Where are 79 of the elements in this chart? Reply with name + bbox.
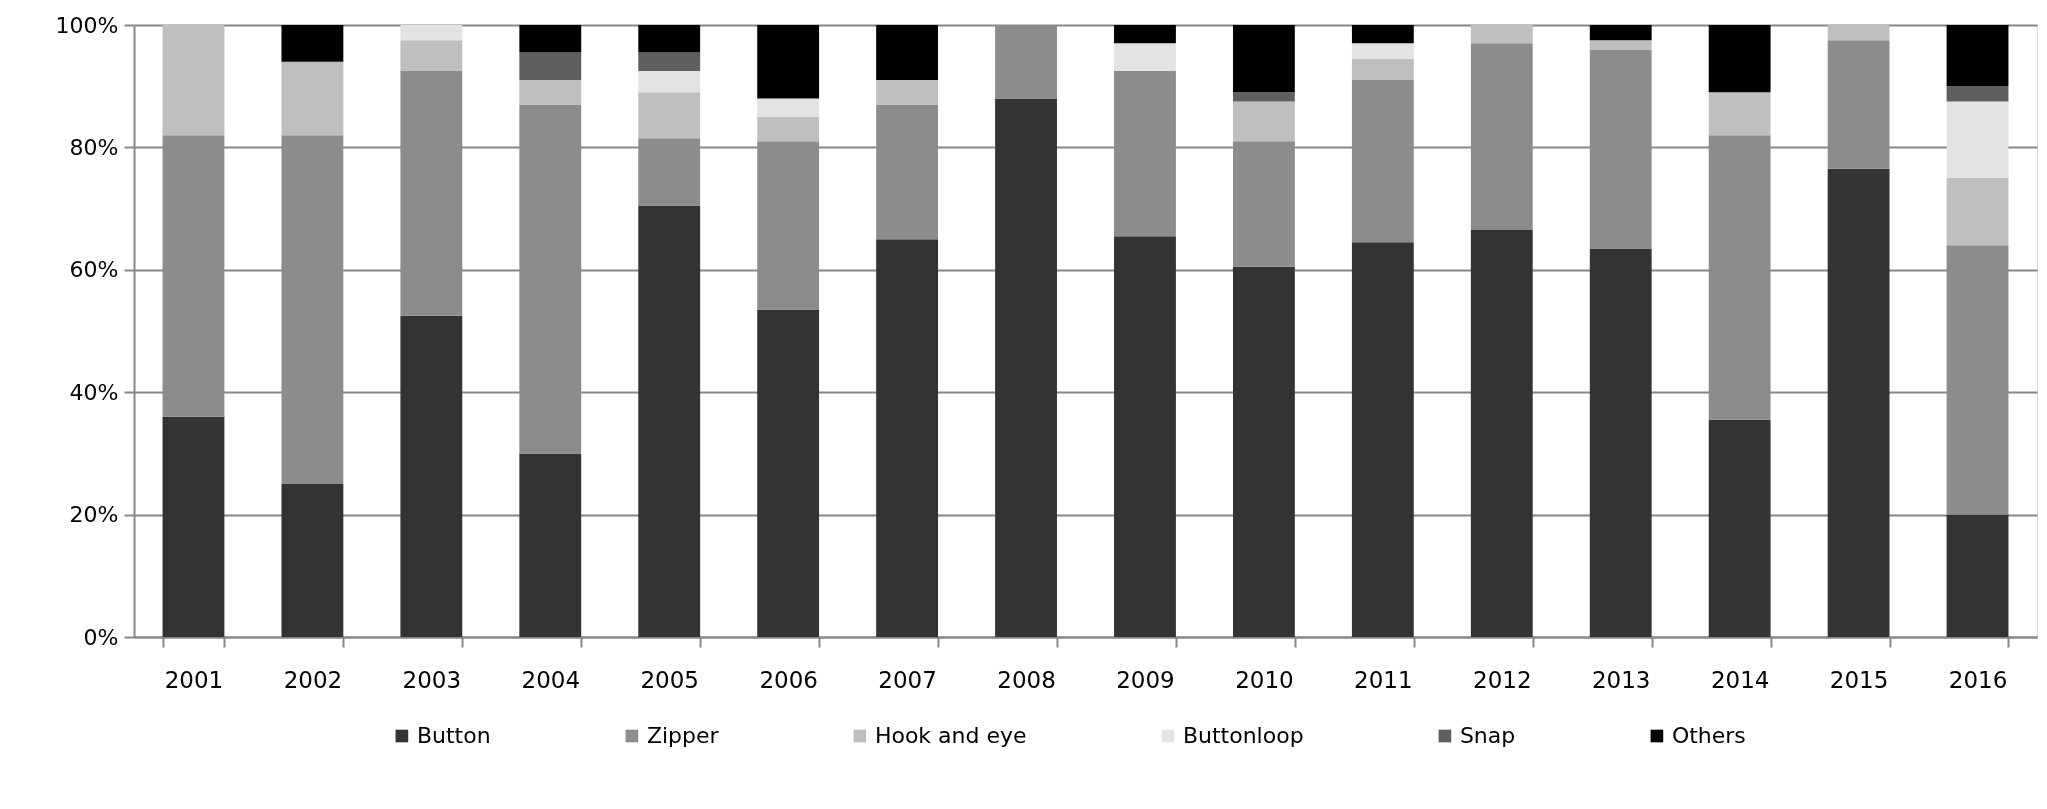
bar	[995, 98, 1057, 637]
bar	[757, 98, 820, 117]
x-tick-label: 2013	[1591, 666, 1651, 693]
x-tick-label: 2012	[1473, 666, 1532, 693]
bar	[281, 25, 344, 62]
bar	[400, 315, 463, 637]
bar	[1946, 101, 2009, 178]
bar	[1114, 25, 1176, 44]
x-tick-label: 2016	[1948, 666, 2008, 693]
x-tick-label: 2004	[521, 666, 581, 693]
bar	[1827, 168, 1890, 637]
bar	[1946, 25, 2009, 87]
y-tick-label: 0%	[83, 624, 119, 650]
bar	[1946, 178, 2009, 246]
bar	[400, 25, 463, 41]
bar	[1232, 101, 1295, 142]
bar	[638, 25, 701, 53]
legend-label: Zipper	[646, 723, 720, 748]
x-tick-label: 2007	[878, 666, 937, 693]
bar	[1946, 86, 2009, 102]
legend-label: Button	[416, 723, 491, 748]
x-tick-label: 2011	[1354, 666, 1413, 693]
bar	[162, 416, 225, 637]
x-tick-label: 2015	[1829, 666, 1889, 693]
bar	[757, 309, 820, 637]
bar	[1351, 25, 1414, 44]
x-tick-label: 2010	[1235, 666, 1294, 693]
x-tick-label: 2003	[402, 666, 462, 693]
y-tick-label: 60%	[69, 257, 119, 283]
bar	[638, 205, 701, 637]
bar	[1708, 25, 1771, 93]
bar	[1589, 248, 1652, 637]
y-tick-label: 100%	[55, 12, 119, 38]
bar	[519, 453, 582, 637]
bar	[1946, 514, 2009, 637]
bar	[1232, 266, 1295, 637]
legend-label: Buttonloop	[1182, 723, 1304, 748]
x-tick-label: 2014	[1710, 666, 1770, 693]
bar	[1708, 419, 1771, 637]
bar	[1114, 43, 1176, 71]
x-tick-label: 2002	[283, 666, 343, 693]
bar	[876, 80, 939, 105]
bar	[1589, 40, 1652, 50]
bar	[757, 25, 820, 99]
y-tick-label: 20%	[69, 502, 119, 528]
bar	[876, 239, 939, 637]
y-tick-label: 40%	[69, 379, 119, 405]
legend-label: Others	[1671, 723, 1746, 748]
bar	[519, 80, 582, 105]
y-tick-label: 80%	[69, 134, 119, 160]
bar	[281, 484, 344, 637]
bar	[876, 25, 939, 81]
bar	[638, 92, 701, 139]
x-tick-label: 2006	[759, 666, 818, 693]
bar	[1114, 236, 1176, 637]
x-tick-label: 2005	[640, 666, 699, 693]
bar	[281, 61, 344, 136]
bar	[1589, 25, 1652, 41]
bar	[519, 25, 582, 53]
bar	[400, 40, 463, 71]
bar	[1827, 25, 1890, 41]
bar	[638, 52, 701, 71]
bar	[1351, 43, 1414, 59]
bar	[757, 116, 820, 142]
bar	[1232, 92, 1295, 102]
bar	[1232, 25, 1295, 93]
bar	[1351, 242, 1414, 637]
bar	[162, 25, 225, 136]
bar	[1708, 92, 1771, 136]
bar	[638, 70, 701, 93]
bar	[1351, 58, 1414, 81]
x-tick-label: 2008	[997, 666, 1056, 693]
bar	[519, 52, 582, 81]
bar	[1470, 230, 1533, 637]
x-tick-label: 2001	[164, 666, 224, 693]
legend-label: Snap	[1459, 723, 1516, 748]
x-tick-label: 2009	[1116, 666, 1175, 693]
bar	[1470, 25, 1533, 44]
legend-label: Hook and eye	[874, 723, 1027, 748]
